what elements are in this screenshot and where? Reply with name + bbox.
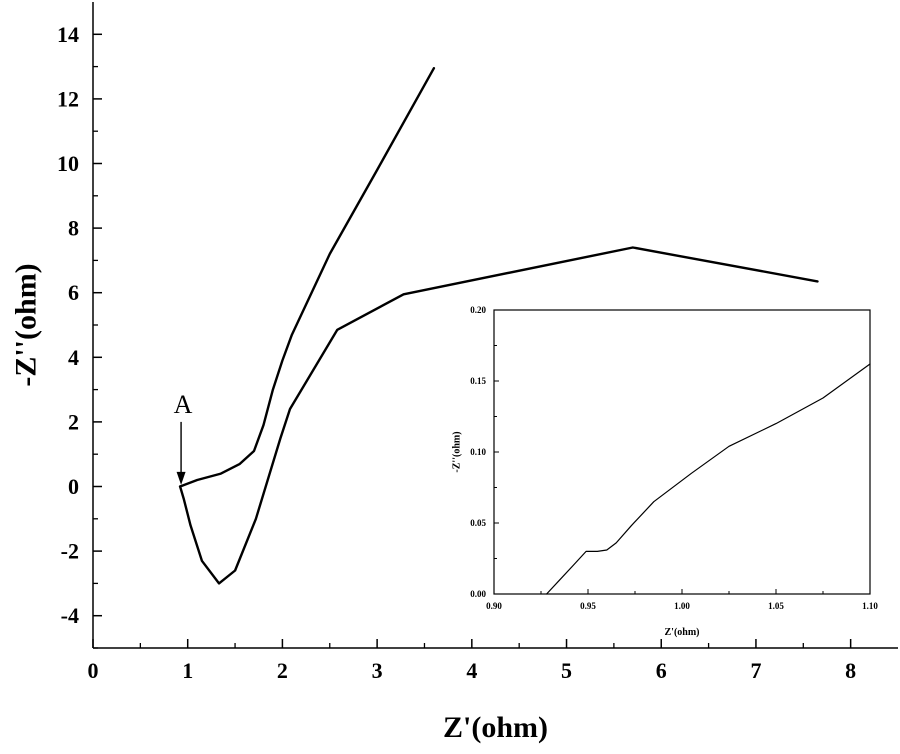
main-y-axis-title: -Z''(ohm) (10, 263, 43, 386)
main-x-tick-label: 8 (845, 658, 856, 683)
main-y-tick-label: 12 (57, 86, 79, 111)
inset-x-tick-label: 1.05 (768, 601, 784, 611)
inset-x-tick-label: 1.10 (862, 601, 878, 611)
inset-x-tick-label: 0.90 (486, 601, 502, 611)
main-x-tick-label: 1 (182, 658, 193, 683)
main-y-tick-label: -4 (61, 603, 79, 628)
main-x-tick-label: 6 (656, 658, 667, 683)
inset-x-tick-label: 0.95 (580, 601, 596, 611)
inset-y-tick-label: 0.00 (470, 589, 486, 599)
inset-y-tick-label: 0.10 (470, 447, 486, 457)
main-x-axis-title: Z'(ohm) (443, 711, 548, 744)
inset-series-line-1 (546, 363, 871, 595)
inset-x-axis-title: Z'(ohm) (665, 627, 700, 638)
inset-y-axis-title: -Z''(ohm) (452, 431, 463, 472)
main-y-tick-label: 2 (68, 409, 79, 434)
main-y-tick-label: 4 (68, 345, 79, 370)
main-y-tick-label: 8 (68, 216, 79, 241)
annotation-arrow-head (176, 471, 186, 485)
main-series-line-1 (178, 246, 819, 585)
inset-y-tick-label: 0.15 (470, 376, 486, 386)
main-y-tick-label: 14 (57, 22, 79, 47)
main-x-tick-label: 7 (750, 658, 761, 683)
main-x-tick-label: 5 (561, 658, 572, 683)
main-x-tick-label: 3 (372, 658, 383, 683)
inset-y-tick-label: 0.20 (470, 305, 486, 315)
main-series-line-2 (178, 67, 436, 488)
main-y-tick-label: 10 (57, 151, 79, 176)
main-y-tick-label: -2 (61, 539, 79, 564)
main-y-tick-label: 0 (68, 474, 79, 499)
main-x-tick-label: 0 (88, 658, 99, 683)
main-y-tick-label: 6 (68, 280, 79, 305)
annotation-label: A (174, 390, 193, 419)
main-x-tick-label: 2 (277, 658, 288, 683)
inset-y-tick-label: 0.05 (470, 518, 486, 528)
main-x-tick-label: 4 (466, 658, 477, 683)
inset-x-tick-label: 1.00 (674, 601, 690, 611)
inset-plot-frame (493, 309, 871, 595)
